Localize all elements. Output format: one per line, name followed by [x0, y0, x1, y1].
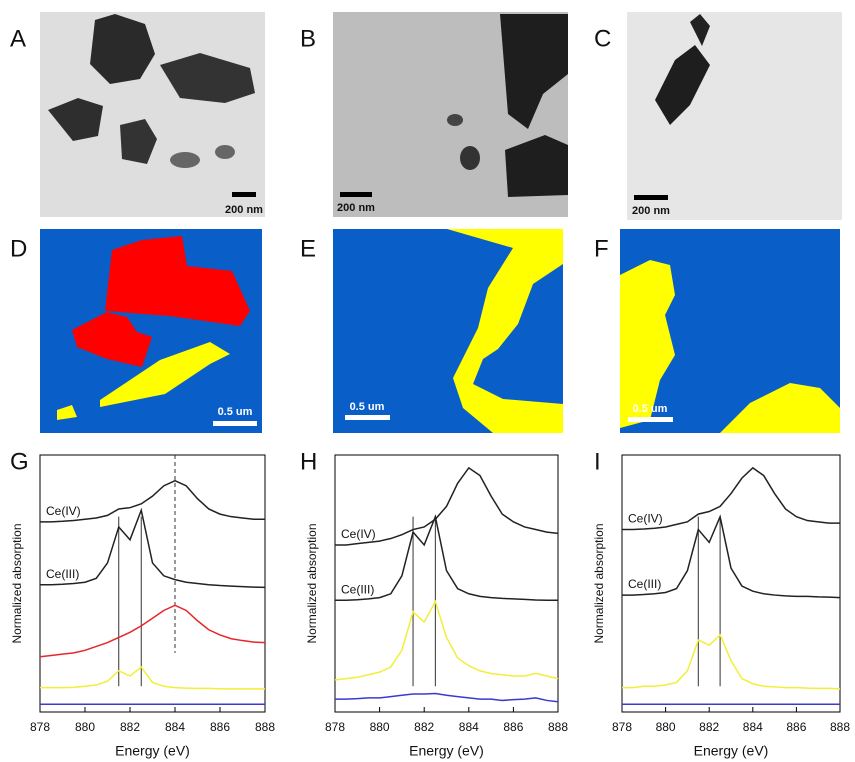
spectrum-line [40, 479, 265, 523]
x-tick-label: 882 [414, 720, 434, 734]
curve-label: Ce(III) [341, 582, 374, 596]
spectrum-line [335, 692, 559, 703]
plot-frame [621, 454, 841, 713]
y-axis-label: Normalized absorption [10, 523, 24, 643]
scale-bar-label: 200 nm [337, 202, 375, 214]
y-axis-label: Normalized absorption [305, 523, 319, 643]
map-image-f [620, 229, 840, 433]
x-tick-label: 888 [830, 720, 850, 734]
panel-label: G [10, 448, 29, 475]
x-tick-label: 882 [120, 720, 140, 734]
x-axis-label: Energy (eV) [694, 743, 769, 759]
spectrum-line [335, 466, 559, 546]
y-axis-label: Normalized absorption [592, 523, 606, 643]
map-image-d [40, 229, 262, 433]
x-tick-label: 880 [75, 720, 95, 734]
spectrum-line [40, 665, 265, 690]
x-tick-label: 878 [612, 720, 632, 734]
spectrum-line [622, 633, 841, 690]
scale-bar-label: 200 nm [225, 204, 263, 216]
panel-label: E [300, 235, 316, 262]
x-tick-label: 880 [370, 720, 390, 734]
x-tick-label: 888 [548, 720, 568, 734]
tem-image-a [40, 12, 265, 217]
curve-label: Ce(IV) [628, 512, 663, 526]
scale-bar-label: 0.5 um [350, 401, 385, 413]
panel-label: B [300, 25, 316, 52]
spectrum-line [335, 514, 558, 601]
scale-bar-label: 200 nm [632, 205, 670, 217]
plot-frame [39, 454, 266, 713]
scale-bar-label: 0.5 um [633, 403, 668, 415]
tem-image-c [627, 12, 842, 220]
x-tick-label: 886 [210, 720, 230, 734]
panel-label: A [10, 25, 26, 52]
panel-label: D [10, 235, 27, 262]
x-axis-label: Energy (eV) [115, 743, 190, 759]
x-tick-label: 878 [325, 720, 345, 734]
curve-label: Ce(III) [46, 567, 79, 581]
panel-label: I [594, 448, 601, 475]
spectrum-line [39, 604, 266, 658]
x-tick-label: 884 [459, 720, 479, 734]
x-axis-label: Energy (eV) [409, 743, 484, 759]
spectrum-line [622, 514, 841, 599]
x-tick-label: 886 [786, 720, 806, 734]
panel-label: H [300, 448, 317, 475]
x-tick-label: 884 [165, 720, 185, 734]
x-tick-label: 882 [699, 720, 719, 734]
curve-label: Ce(IV) [46, 504, 81, 518]
panel-label: C [594, 25, 611, 52]
x-tick-label: 878 [30, 720, 50, 734]
map-image-e [333, 229, 563, 433]
tem-image-b [333, 12, 568, 217]
x-tick-label: 884 [743, 720, 763, 734]
spectrum-line [622, 466, 840, 531]
spectrum-line [40, 507, 266, 589]
x-tick-label: 880 [656, 720, 676, 734]
curve-label: Ce(III) [628, 577, 661, 591]
curve-label: Ce(IV) [341, 527, 376, 541]
x-tick-label: 886 [503, 720, 523, 734]
panel-label: F [594, 235, 609, 262]
scale-bar-label: 0.5 um [218, 406, 253, 418]
x-tick-label: 888 [255, 720, 275, 734]
plot-frame [334, 454, 559, 713]
spectrum-line [334, 599, 559, 681]
